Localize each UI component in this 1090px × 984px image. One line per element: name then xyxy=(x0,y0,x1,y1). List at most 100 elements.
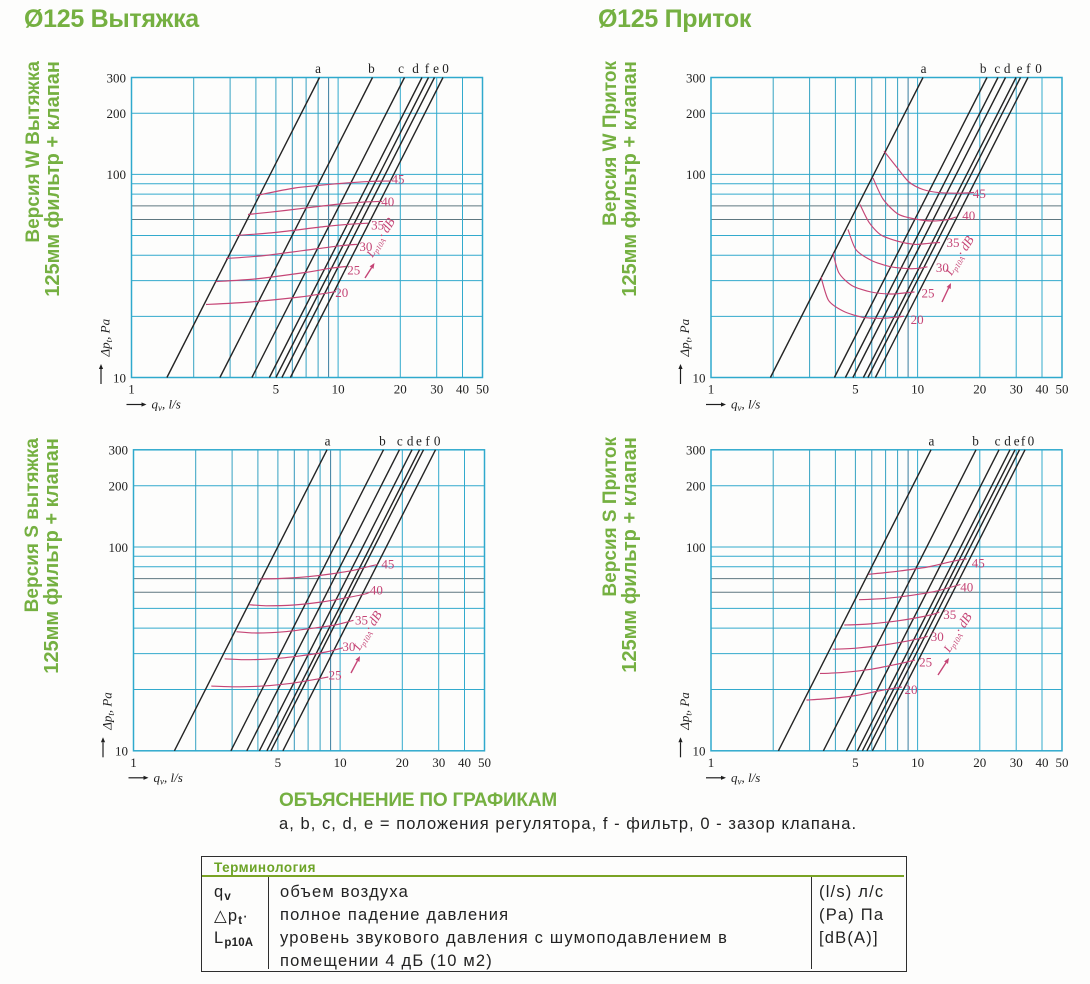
svg-text:100: 100 xyxy=(107,167,127,182)
svg-text:40: 40 xyxy=(960,580,973,595)
svg-text:5: 5 xyxy=(852,382,859,397)
svg-text:d: d xyxy=(407,433,414,448)
svg-text:300: 300 xyxy=(107,70,127,85)
svg-text:10: 10 xyxy=(911,755,924,770)
svg-text:35: 35 xyxy=(371,217,384,232)
svg-text:10: 10 xyxy=(693,744,706,759)
svg-text:a: a xyxy=(928,433,934,448)
svg-text:100: 100 xyxy=(686,540,706,555)
svg-text:Δpt, Pa: Δpt, Pa xyxy=(98,318,115,357)
svg-text:50: 50 xyxy=(1056,755,1069,770)
svg-text:qv, l/s: qv, l/s xyxy=(154,770,183,787)
svg-text:5: 5 xyxy=(852,755,859,770)
svg-text:300: 300 xyxy=(109,443,129,458)
svg-text:200: 200 xyxy=(686,106,706,121)
svg-text:e: e xyxy=(1017,61,1023,76)
svg-text:Δpt, Pa: Δpt, Pa xyxy=(100,692,117,731)
svg-text:b: b xyxy=(972,433,979,448)
svg-text:b: b xyxy=(980,61,987,76)
svg-text:30: 30 xyxy=(359,239,372,254)
svg-text:d: d xyxy=(412,61,419,76)
svg-text:1: 1 xyxy=(708,382,715,397)
svg-text:30: 30 xyxy=(430,382,443,397)
svg-text:10: 10 xyxy=(113,370,126,385)
svg-text:45: 45 xyxy=(381,557,394,572)
svg-text:30: 30 xyxy=(936,260,949,275)
svg-text:0: 0 xyxy=(1028,433,1035,448)
svg-text:25: 25 xyxy=(329,667,342,682)
svg-text:40: 40 xyxy=(1036,755,1049,770)
svg-text:Δpt, Pa: Δpt, Pa xyxy=(677,692,694,731)
svg-text:f: f xyxy=(1021,433,1026,448)
svg-text:50: 50 xyxy=(478,755,491,770)
svg-text:30: 30 xyxy=(1010,382,1023,397)
svg-text:f: f xyxy=(425,433,430,448)
svg-text:0: 0 xyxy=(434,433,441,448)
svg-text:20: 20 xyxy=(335,285,348,300)
svg-text:b: b xyxy=(368,61,375,76)
svg-text:1: 1 xyxy=(130,755,137,770)
svg-text:200: 200 xyxy=(686,479,706,494)
svg-text:qv, l/s: qv, l/s xyxy=(731,397,760,414)
svg-text:qv, l/s: qv, l/s xyxy=(152,397,181,414)
svg-text:20: 20 xyxy=(973,382,986,397)
svg-text:40: 40 xyxy=(458,755,471,770)
svg-text:e: e xyxy=(433,61,439,76)
svg-text:100: 100 xyxy=(109,540,129,555)
svg-text:1: 1 xyxy=(708,755,715,770)
svg-text:25: 25 xyxy=(347,262,360,277)
svg-text:30: 30 xyxy=(342,639,355,654)
svg-text:Δpt, Pa: Δpt, Pa xyxy=(677,318,694,357)
svg-text:a: a xyxy=(921,61,927,76)
svg-text:20: 20 xyxy=(396,755,409,770)
svg-text:45: 45 xyxy=(392,172,405,187)
svg-text:c: c xyxy=(398,61,404,76)
svg-text:10: 10 xyxy=(911,382,924,397)
svg-text:25: 25 xyxy=(922,286,935,301)
svg-text:40: 40 xyxy=(381,194,394,209)
svg-text:10: 10 xyxy=(693,370,706,385)
svg-text:20: 20 xyxy=(394,382,407,397)
svg-text:40: 40 xyxy=(1036,382,1049,397)
svg-text:e: e xyxy=(1014,433,1020,448)
svg-text:qv, l/s: qv, l/s xyxy=(731,770,760,787)
svg-text:a: a xyxy=(315,61,321,76)
svg-text:35: 35 xyxy=(947,235,960,250)
svg-text:100: 100 xyxy=(686,167,706,182)
svg-text:10: 10 xyxy=(332,382,345,397)
svg-text:0: 0 xyxy=(442,61,449,76)
svg-text:c: c xyxy=(995,433,1001,448)
svg-text:0: 0 xyxy=(1035,61,1042,76)
svg-text:35: 35 xyxy=(943,607,956,622)
svg-text:f: f xyxy=(425,61,430,76)
svg-text:50: 50 xyxy=(1056,382,1069,397)
svg-text:20: 20 xyxy=(973,755,986,770)
svg-text:40: 40 xyxy=(370,583,383,598)
svg-text:300: 300 xyxy=(686,443,706,458)
svg-text:5: 5 xyxy=(273,382,280,397)
svg-text:1: 1 xyxy=(128,382,135,397)
svg-text:40: 40 xyxy=(962,208,975,223)
svg-text:45: 45 xyxy=(973,186,986,201)
svg-text:c: c xyxy=(397,433,403,448)
svg-text:20: 20 xyxy=(911,312,924,327)
svg-text:f: f xyxy=(1026,61,1031,76)
svg-text:a: a xyxy=(325,433,331,448)
svg-text:40: 40 xyxy=(456,382,469,397)
svg-text:d: d xyxy=(1004,61,1011,76)
svg-text:10: 10 xyxy=(334,755,347,770)
svg-text:300: 300 xyxy=(686,70,706,85)
svg-text:35: 35 xyxy=(355,612,368,627)
svg-text:45: 45 xyxy=(972,556,985,571)
svg-text:b: b xyxy=(379,433,386,448)
svg-text:50: 50 xyxy=(476,382,489,397)
svg-text:5: 5 xyxy=(275,755,282,770)
svg-text:d: d xyxy=(1004,433,1011,448)
svg-text:30: 30 xyxy=(1010,755,1023,770)
svg-text:20: 20 xyxy=(905,682,918,697)
svg-text:25: 25 xyxy=(919,654,932,669)
svg-text:c: c xyxy=(994,61,1000,76)
svg-text:200: 200 xyxy=(109,479,129,494)
svg-text:30: 30 xyxy=(432,755,445,770)
svg-text:30: 30 xyxy=(931,629,944,644)
